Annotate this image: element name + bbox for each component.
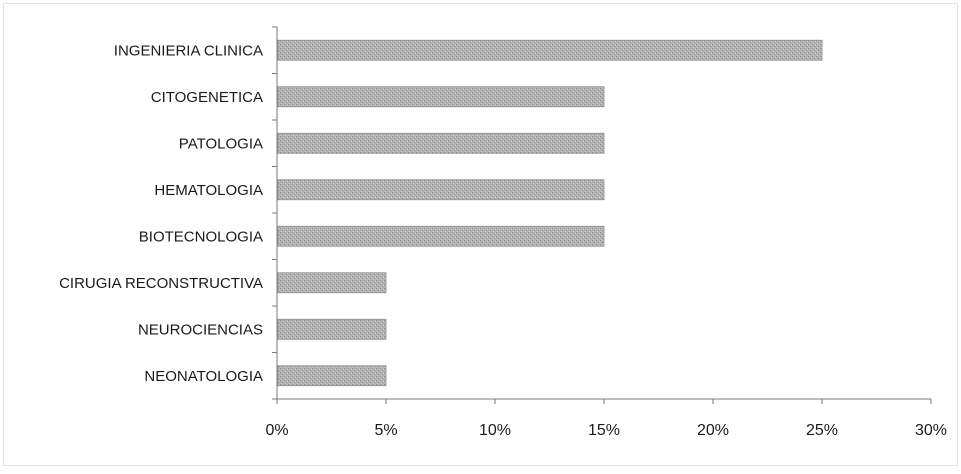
x-tick-label: 10% <box>479 422 511 439</box>
category-label: NEONATOLOGIA <box>144 368 263 385</box>
bar <box>277 179 605 201</box>
bar <box>277 365 387 387</box>
category-label: NEUROCIENCIAS <box>138 321 263 338</box>
bar <box>277 132 605 154</box>
bar <box>277 39 823 61</box>
x-tick-label: 5% <box>374 422 397 439</box>
bar <box>277 86 605 108</box>
bar <box>277 318 387 340</box>
category-label: HEMATOLOGIA <box>154 182 263 199</box>
x-tick-label: 15% <box>588 422 620 439</box>
bar <box>277 225 605 247</box>
x-tick-label: 20% <box>697 422 729 439</box>
category-label: BIOTECNOLOGIA <box>139 228 263 245</box>
x-tick-label: 0% <box>265 422 288 439</box>
bar <box>277 272 387 294</box>
category-label: PATOLOGIA <box>179 135 263 152</box>
category-label: INGENIERIA CLINICA <box>114 42 263 59</box>
x-tick-label: 25% <box>806 422 838 439</box>
x-tick-label: 30% <box>915 422 947 439</box>
category-label: CIRUGIA RECONSTRUCTIVA <box>59 275 263 292</box>
category-label: CITOGENETICA <box>151 89 263 106</box>
